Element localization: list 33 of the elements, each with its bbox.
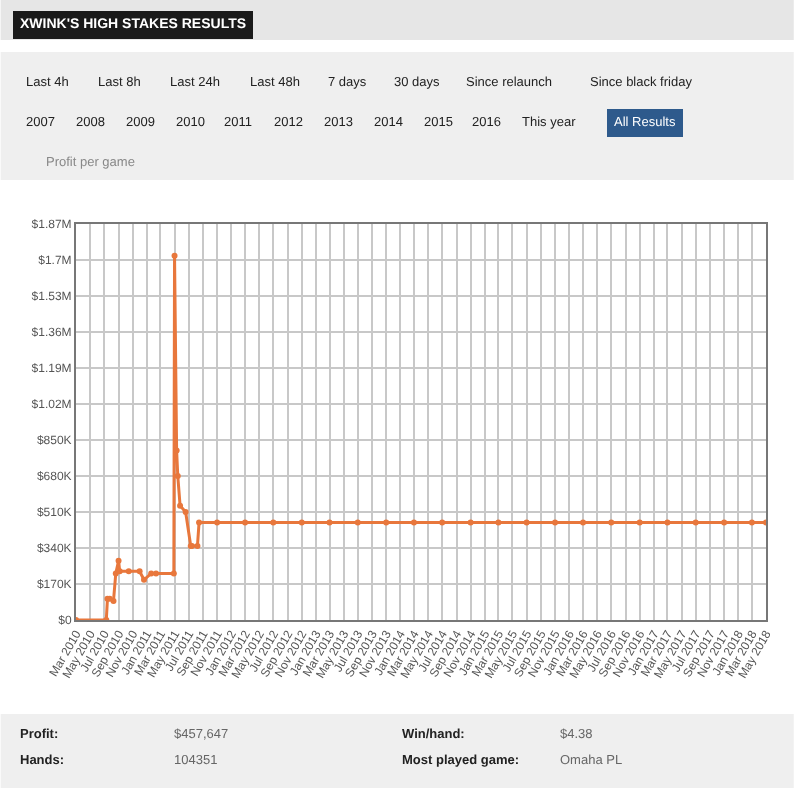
point <box>664 519 671 526</box>
point <box>110 597 117 604</box>
point <box>721 519 728 526</box>
point <box>692 519 699 526</box>
point <box>467 519 474 526</box>
point <box>354 519 361 526</box>
point <box>194 542 201 549</box>
point <box>136 568 143 575</box>
point <box>141 576 147 583</box>
point <box>410 519 417 526</box>
point <box>298 519 305 526</box>
point <box>177 502 184 509</box>
point <box>552 519 559 526</box>
point <box>170 570 177 577</box>
point <box>125 568 132 575</box>
point <box>495 519 502 526</box>
point <box>439 519 446 526</box>
point <box>608 519 615 526</box>
point <box>270 519 277 526</box>
point <box>326 519 333 526</box>
point <box>580 519 587 526</box>
point <box>242 519 249 526</box>
point <box>115 557 122 564</box>
point <box>214 519 221 526</box>
point <box>148 570 155 577</box>
point <box>171 252 178 259</box>
point <box>636 519 643 526</box>
point <box>523 519 530 526</box>
point <box>182 509 189 515</box>
point <box>383 519 390 526</box>
point <box>153 570 160 577</box>
point <box>748 519 755 526</box>
point <box>196 519 203 526</box>
